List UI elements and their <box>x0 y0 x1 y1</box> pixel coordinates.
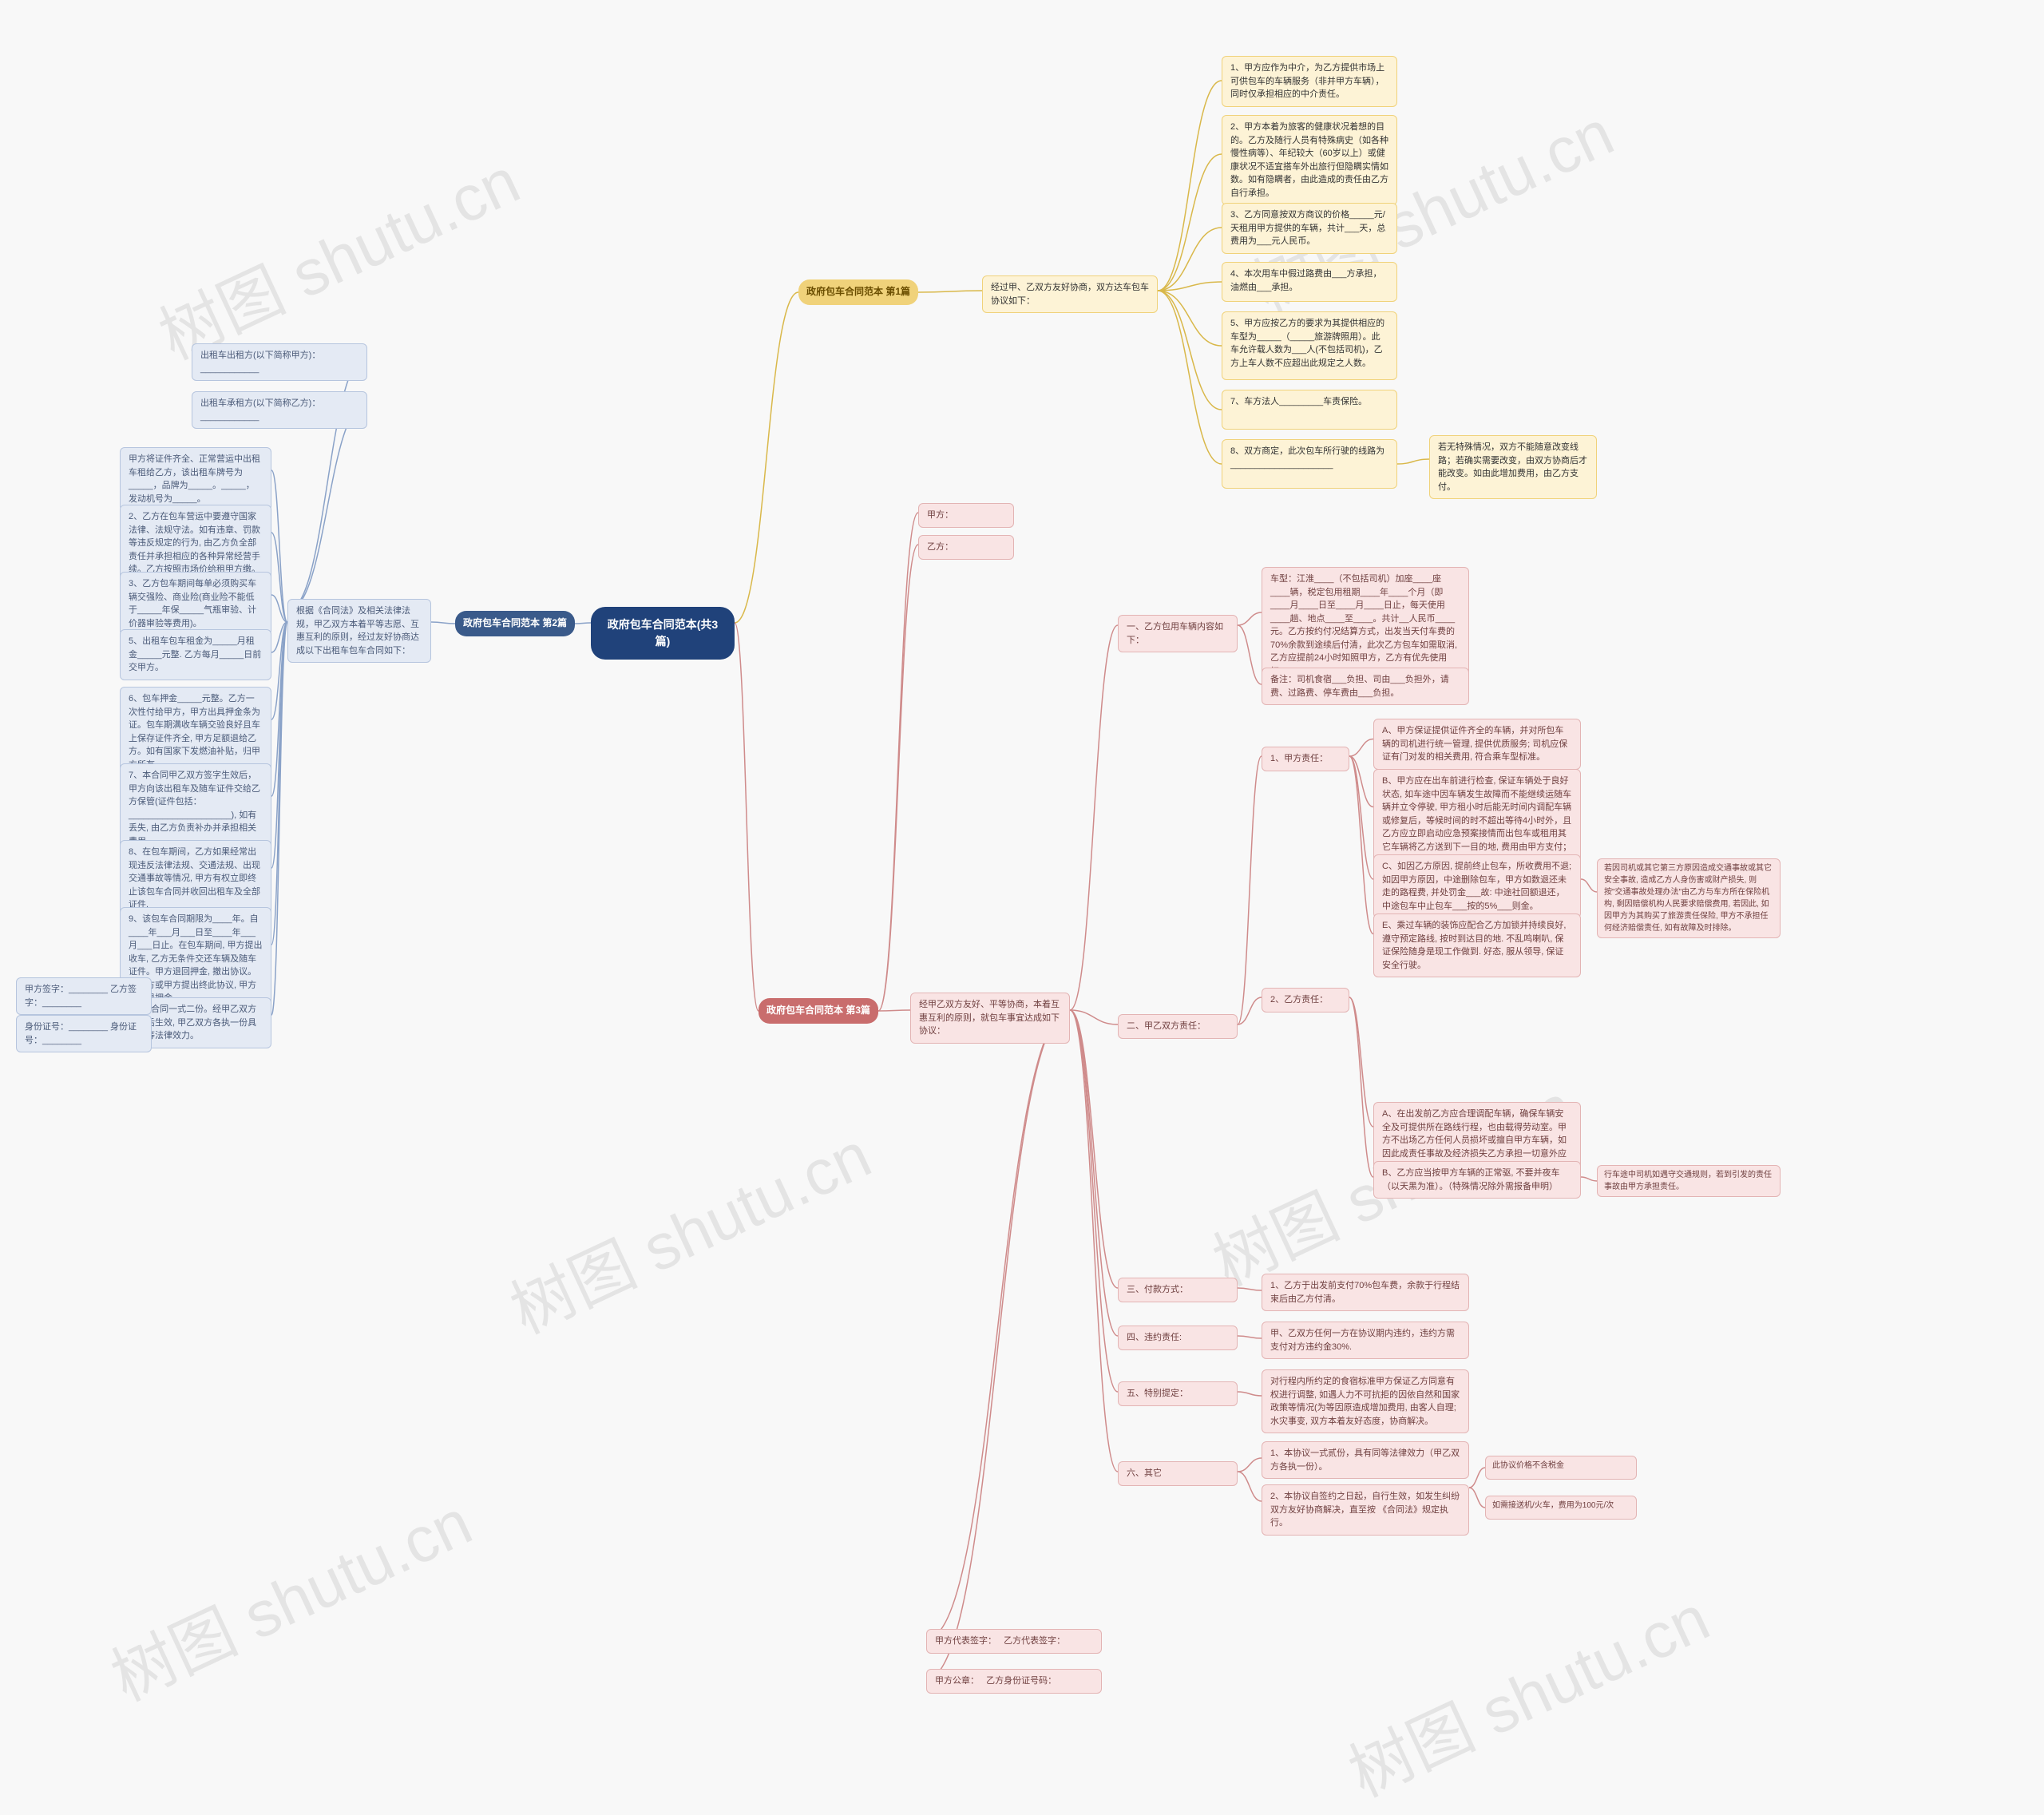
b3-sec3-item0: 甲、乙双方任何一方在协议期内违约，违约方需支付对方违约金30%. <box>1262 1322 1469 1359</box>
branch3-footer-1: 甲方公章： 乙方身份证号码： <box>926 1669 1102 1694</box>
branch3-sec-5: 六、其它 <box>1118 1461 1238 1486</box>
b3-sec5-tail1: 如需接送机/火车，费用为100元/次 <box>1485 1496 1637 1520</box>
branch1-item-3: 4、本次用车中假过路费由___方承担，油燃由___承担。 <box>1222 262 1397 302</box>
branch3-bridge: 经甲乙双方友好、平等协商，本着互惠互利的原则，就包车事宜达成如下协议： <box>910 993 1070 1044</box>
branch2-num-6: 8、在包车期间，乙方如果经常出现违反法律法规、交通法规、出现交通事故等情况, 甲… <box>120 840 271 917</box>
branch2-num-3: 5、出租车包车租金为_____月租金_____元整. 乙方每月_____日前交甲… <box>120 629 271 680</box>
branch3-sec-0: 一、乙方包用车辆内容如下： <box>1118 615 1238 652</box>
b3-sub0-leaf2: C、如因乙方原因, 提前终止包车，所收费用不退; 如因甲方原因，中途删除包车，甲… <box>1373 854 1581 918</box>
branch1-item-6: 8、双方商定，此次包车所行驶的线路为_____________________ <box>1222 439 1397 489</box>
watermark: 树图 shutu.cn <box>142 130 532 378</box>
b3-sec4-item0: 对行程内所约定的食宿标准甲方保证乙方同意有权进行调整, 如遇人力不可抗拒的因依自… <box>1262 1369 1469 1433</box>
b3-sub1-leaf1: B、乙方应当按甲方车辆的正常驱, 不要并夜车（以天黑为准）。（特殊情况除外需报备… <box>1373 1161 1581 1199</box>
branch2-bridge: 根据《合同法》及相关法律法规，甲乙双方本着平等志愿、互惠互利的原则，经过友好协商… <box>287 599 431 663</box>
b3-sub1-aside: 行车途中司机如遇守交通规则，若到引发的责任事故由甲方承担责任。 <box>1597 1165 1781 1197</box>
branch3-sec-2: 三、付款方式： <box>1118 1278 1238 1302</box>
branch3-sec-3: 四、违约责任: <box>1118 1326 1238 1350</box>
branch1-item-1: 2、甲方本着为旅客的健康状况着想的目的。乙方及随行人员有特殊病史（如各种慢性病等… <box>1222 115 1397 205</box>
branch1-pill: 政府包车合同范本 第1篇 <box>798 279 918 305</box>
b3-sec0-item1: 备注：司机食宿___负担、司由___负担外，请费、过路费、停车费由___负担。 <box>1262 668 1469 705</box>
branch2-num-0: 甲方将证件齐全、正常营运中出租车租给乙方，该出租车牌号为_____，品牌为___… <box>120 447 271 511</box>
root-node: 政府包车合同范本(共3篇) <box>591 607 735 660</box>
branch2-num-2: 3、乙方包车期间每单必须购买车辆交强险、商业险(商业险不能低于_____年保__… <box>120 572 271 636</box>
branch1-item-0: 1、甲方应作为中介，为乙方提供市场上可供包车的车辆服务（非并甲方车辆），同时仅承… <box>1222 56 1397 107</box>
watermark: 树图 shutu.cn <box>94 1472 484 1719</box>
b3-sub-1: 2、乙方责任： <box>1262 988 1349 1013</box>
branch3-sec-4: 五、特别提定： <box>1118 1381 1238 1406</box>
branch1-bridge: 经过甲、乙双方友好协商，双方达车包车协议如下： <box>982 275 1158 313</box>
branch1-item-5: 7、车方法人_________车责保险。 <box>1222 390 1397 430</box>
branch1-tail: 若无特殊情况，双方不能随意改变线路；若确实需要改变，由双方协商后才能改变。如由此… <box>1429 435 1597 499</box>
b3-sec5-item0: 1、本协议一式贰份，具有同等法律效力（甲乙双方各执一份）。 <box>1262 1441 1469 1479</box>
b3-sub0-leaf0: A、甲方保证提供证件齐全的车辆，并对所包车辆的司机进行统一管理, 提供优质服务;… <box>1373 719 1581 770</box>
branch3-pill: 政府包车合同范本 第3篇 <box>759 998 878 1024</box>
branch1-item-4: 5、甲方应按乙方的要求为其提供相应的车型为_____（_____旅游牌照用）。此… <box>1222 311 1397 380</box>
watermark: 树图 shutu.cn <box>1332 1567 1721 1815</box>
branch2-sig1: 甲方签字：________ 乙方签字：________ <box>16 977 152 1015</box>
watermark: 树图 shutu.cn <box>493 1104 883 1352</box>
b3-sec2-item0: 1、乙方于出发前支付70%包车费，余款于行程结束后由乙方付清。 <box>1262 1274 1469 1311</box>
b3-sec0-item0: 车型：江淮____（不包括司机）加座____座____辆，税定包用租期____年… <box>1262 567 1469 684</box>
b3-sec5-tail0: 此协议价格不含税金 <box>1485 1456 1637 1480</box>
branch2-top-1: 出租车承租方(以下简称乙方)：____________ <box>192 391 367 429</box>
b3-sub-0: 1、甲方责任： <box>1262 747 1349 771</box>
b3-sub0-aside: 若因司机或其它第三方原因造成交通事故或其它安全事故, 造成乙方人身伤害或财产损失… <box>1597 858 1781 938</box>
branch2-sig2: 身份证号：________ 身份证号：________ <box>16 1015 152 1052</box>
branch3-header-1: 乙方： <box>918 535 1014 560</box>
branch3-sec-1: 二、甲乙双方责任： <box>1118 1014 1238 1039</box>
branch3-header-0: 甲方： <box>918 503 1014 528</box>
branch2-pill: 政府包车合同范本 第2篇 <box>455 611 575 636</box>
b3-sec5-item1: 2、本协议自签约之日起，自行生效，如发生纠纷双方友好协商解决，直至按 《合同法》… <box>1262 1484 1469 1536</box>
branch2-num-1: 2、乙方在包车营运中要遵守国家法律、法规守法。如有违章、罚款等违反规定的行为, … <box>120 505 271 582</box>
b3-sub0-leaf3: E、乘过车辆的装饰应配合乙方加锁并持续良好, 遵守预定路线, 按时到达目的地. … <box>1373 913 1581 977</box>
branch3-footer-0: 甲方代表签字： 乙方代表签字： <box>926 1629 1102 1654</box>
branch2-top-0: 出租车出租方(以下简称甲方)：____________ <box>192 343 367 381</box>
branch1-item-2: 3、乙方同意按双方商议的价格_____元/天租用甲方提供的车辆，共计___天，总… <box>1222 203 1397 254</box>
